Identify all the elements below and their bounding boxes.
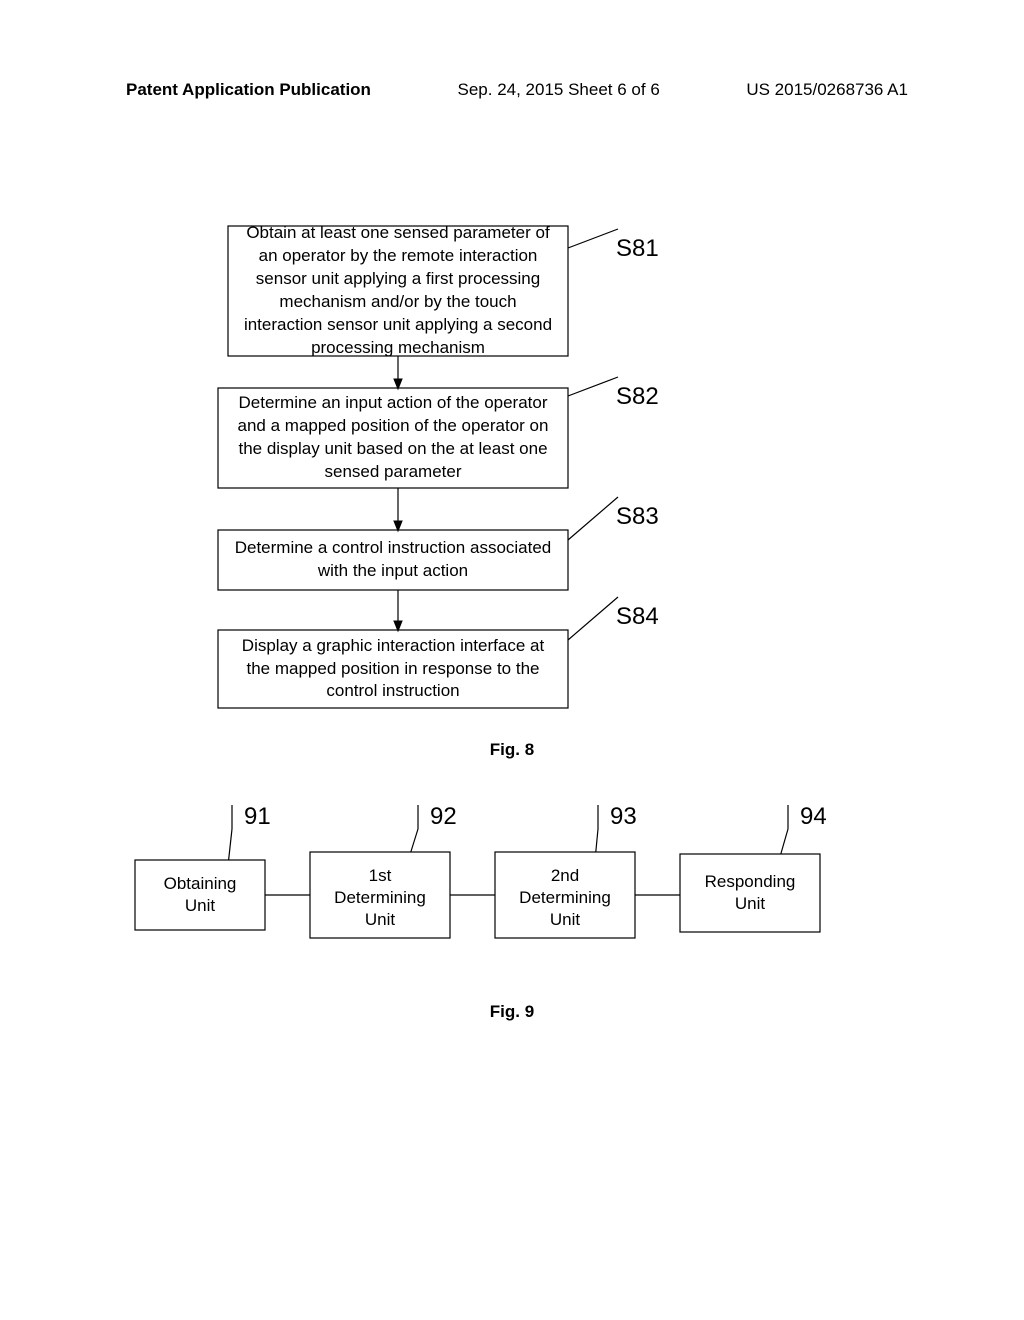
fig9-num-91: 91 xyxy=(244,803,271,831)
fig8-label-S81: S81 xyxy=(616,235,659,263)
fig8-box-4: Display a graphic interaction interface … xyxy=(218,630,568,708)
fig8-label-S82: S82 xyxy=(616,383,659,411)
fig9-block-2: 1stDeterminingUnit xyxy=(310,865,450,931)
fig9-num-94: 94 xyxy=(800,803,827,831)
fig8-box-3: Determine a control instruction associat… xyxy=(218,530,568,590)
fig9-num-92: 92 xyxy=(430,803,457,831)
fig9-caption: Fig. 9 xyxy=(0,1002,1024,1022)
fig8-label-S84: S84 xyxy=(616,603,659,631)
fig8-box-2: Determine an input action of the operato… xyxy=(218,388,568,488)
fig8-label-S83: S83 xyxy=(616,503,659,531)
fig9-block-4: RespondingUnit xyxy=(680,871,820,915)
fig9-block-3: 2ndDeterminingUnit xyxy=(495,865,635,931)
fig8-box-1: Obtain at least one sensed parameter of … xyxy=(228,226,568,356)
fig9-num-93: 93 xyxy=(610,803,637,831)
fig9-block-1: ObtainingUnit xyxy=(135,873,265,917)
fig8-caption: Fig. 8 xyxy=(0,740,1024,760)
